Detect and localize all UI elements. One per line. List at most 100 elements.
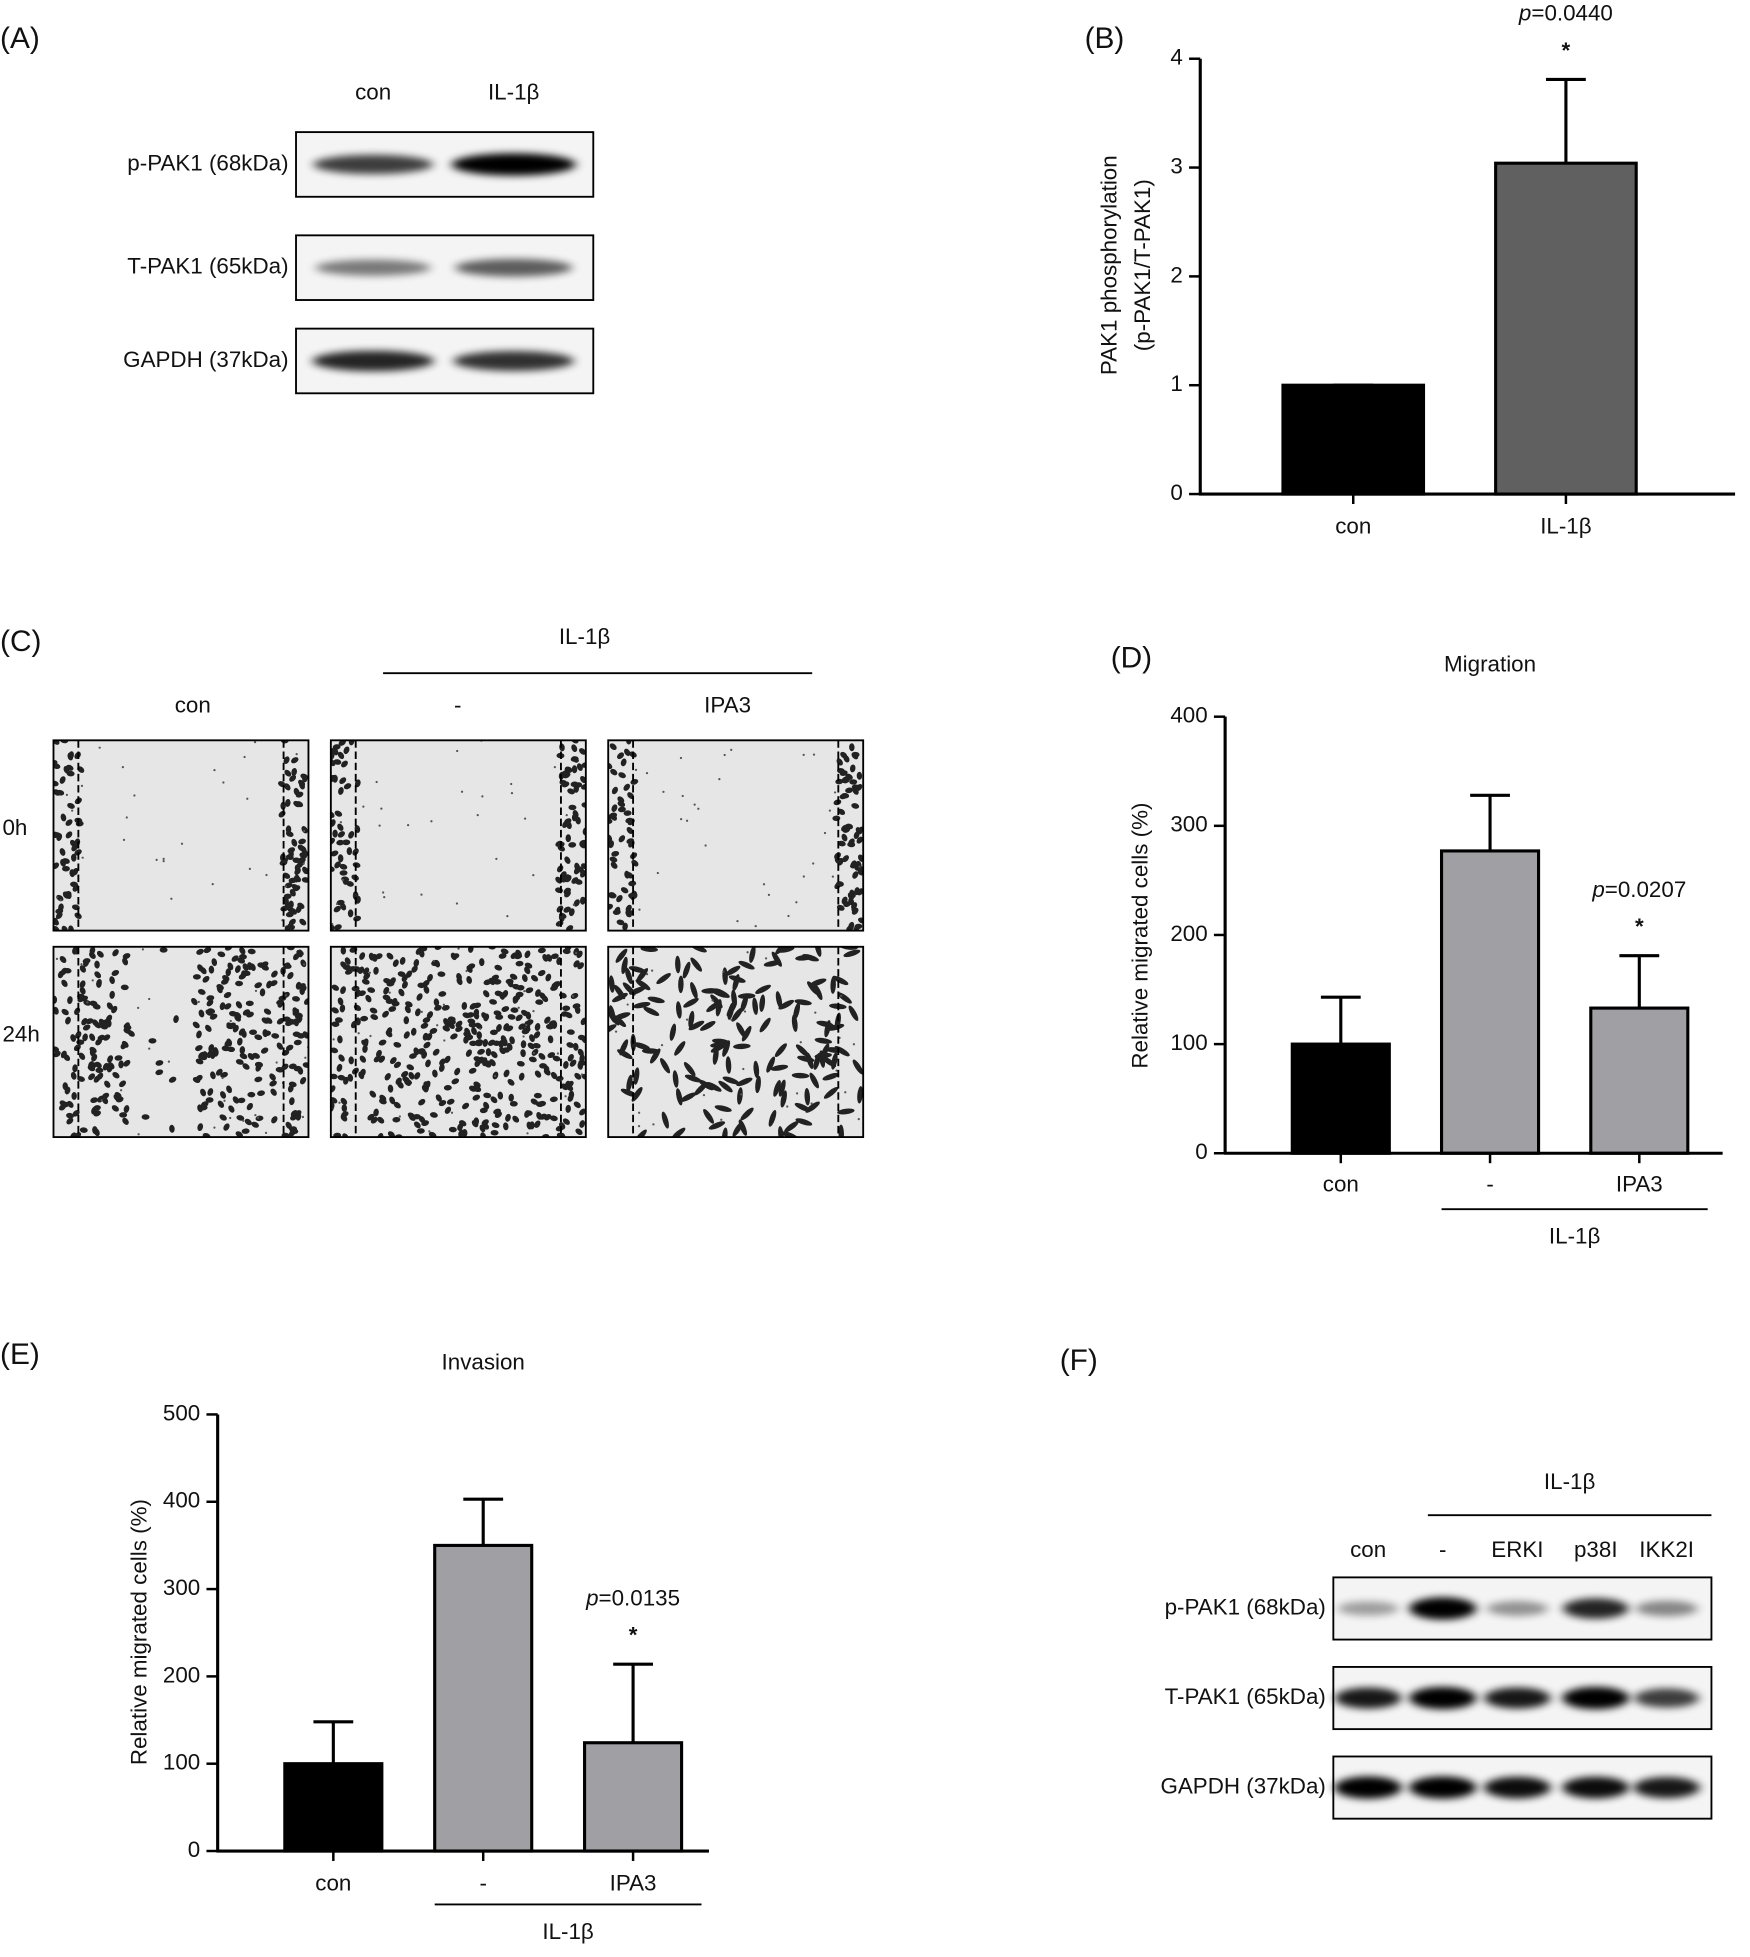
cell [732,974,740,992]
cell [247,1091,256,1098]
cell [620,758,627,767]
cell [508,1093,514,1102]
blot-band [1635,1600,1698,1617]
cell [633,1067,640,1085]
cell [725,965,741,976]
cell [251,1121,259,1128]
cell [385,998,394,1004]
p-value: p=0.0207 [1591,877,1686,902]
cell [74,912,82,919]
cell [462,1102,470,1110]
cell [376,1049,382,1058]
cell [613,1012,631,1020]
debris [575,951,578,955]
debris [335,902,339,906]
cell [700,1020,716,1031]
cell [852,787,859,795]
cell [683,1062,696,1077]
cell [775,991,783,1009]
cell [62,1082,69,1091]
cell [683,997,699,1008]
cell [207,1088,214,1096]
y-tick-label: 3 [1170,153,1182,178]
cell [401,981,408,989]
cell [220,1071,228,1078]
cell [564,1012,573,1019]
cell [55,908,64,914]
cell [813,1052,821,1070]
y-tick-label: 200 [163,1662,200,1687]
cell [647,996,665,1004]
debris [767,893,771,897]
cell [414,1072,421,1080]
debris [506,915,509,918]
chart-title: Migration [1444,652,1536,677]
cell [477,1048,485,1055]
cell [266,980,273,989]
cell [611,850,620,857]
lane-label: p38I [1574,1537,1618,1562]
cell [439,1064,445,1072]
cell [576,763,583,771]
cell [475,1022,483,1030]
debris [457,947,460,950]
cell [661,1111,669,1129]
cell [299,918,307,926]
cell [78,1052,86,1060]
cell [841,824,849,832]
cell [288,1081,297,1088]
cell [570,992,579,1000]
cell [480,1132,487,1138]
cell [794,1102,811,1112]
debris [556,1052,560,1055]
cell [814,1037,833,1044]
cell [334,861,341,869]
cell [192,974,201,980]
cell [856,836,864,844]
cell [471,1027,477,1035]
cell [512,1115,520,1123]
cell [580,863,586,870]
debris [637,1125,641,1128]
debris [436,1024,439,1027]
cell [242,1063,250,1070]
cell [262,1029,268,1038]
debris [718,778,721,781]
debris [626,1003,629,1006]
bar [283,1762,384,1853]
debris [812,862,815,865]
blot-band [315,259,431,276]
cell [643,1006,660,1016]
cell [503,1023,510,1031]
cell [466,1012,475,1018]
cell [223,991,232,999]
cell [533,1031,541,1039]
cell [340,1114,348,1122]
cell [303,997,309,1005]
cell [858,917,864,924]
cell [342,839,351,845]
cell [525,1011,532,1020]
p-italic: p [1518,1,1531,26]
cell [252,1052,260,1059]
debris [743,1010,747,1013]
cell [392,1116,401,1123]
debris [795,1092,799,1095]
blot-band [1409,1776,1477,1799]
cell [275,1066,284,1073]
cell [823,1087,839,1099]
cell [365,994,372,1003]
cell [429,1028,438,1034]
debris [835,1069,838,1072]
cell [389,1057,397,1065]
cell [617,752,625,760]
cell [438,1100,447,1107]
debris [80,784,84,788]
significance-mark: * [1635,914,1644,939]
cell [195,1045,203,1052]
cell [59,776,66,784]
debris [443,1039,446,1042]
cell [682,961,691,979]
cell [337,831,345,838]
cell [429,1112,438,1118]
